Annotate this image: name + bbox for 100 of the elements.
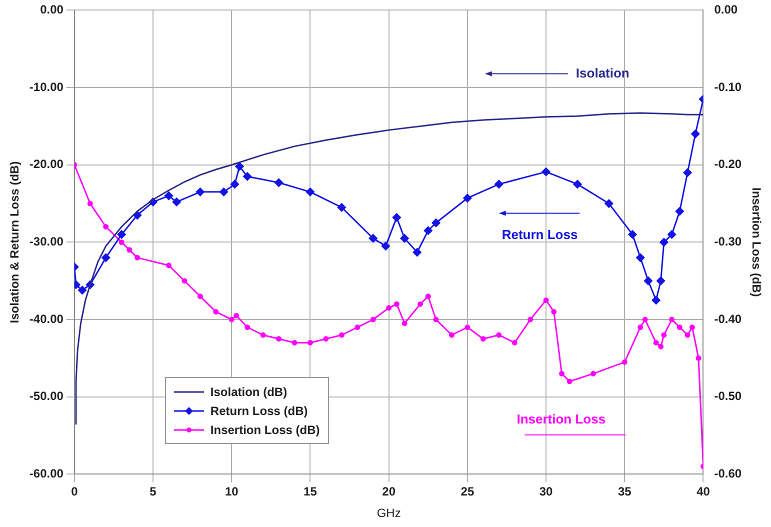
- y-tick-label: -40.00: [29, 312, 64, 326]
- point: [604, 199, 614, 208]
- point: [660, 238, 668, 246]
- y-tick-label: -30.00: [29, 234, 64, 249]
- x-axis-title: GHz: [376, 506, 401, 520]
- point: [197, 294, 203, 300]
- point: [675, 207, 684, 216]
- x-tick-label: 0: [71, 484, 78, 499]
- point: [683, 168, 692, 177]
- point: [463, 194, 472, 202]
- point: [276, 336, 282, 342]
- x-tick-label: 5: [150, 484, 157, 499]
- point: [566, 378, 572, 384]
- point: [669, 316, 675, 322]
- point: [274, 178, 284, 187]
- point: [642, 316, 648, 322]
- point: [220, 188, 228, 196]
- point: [543, 297, 549, 303]
- point: [392, 213, 401, 222]
- y-tick-label: -50.00: [29, 389, 64, 404]
- y2-axis-title: Insertion Loss (dB): [749, 188, 764, 297]
- y2-tick-label: -0.10: [714, 80, 742, 94]
- legend-label: Insertion Loss (dB): [210, 422, 320, 437]
- point: [228, 316, 234, 322]
- y-tick-label: -60.00: [29, 466, 64, 481]
- point: [182, 278, 188, 284]
- point: [658, 344, 664, 350]
- point: [126, 247, 132, 253]
- point: [235, 162, 244, 171]
- point: [230, 180, 240, 188]
- point: [424, 226, 432, 235]
- point: [368, 234, 378, 243]
- point: [689, 324, 695, 330]
- point: [448, 332, 454, 338]
- point: [628, 230, 637, 239]
- point: [394, 301, 400, 307]
- annotation: Return Loss: [502, 226, 578, 242]
- point: [542, 168, 550, 176]
- point: [636, 253, 645, 262]
- annotation: Isolation: [576, 65, 630, 80]
- point: [653, 340, 659, 346]
- point: [102, 253, 110, 262]
- y2-tick-label: -0.20: [714, 157, 742, 172]
- x-tick-label: 10: [224, 484, 239, 499]
- point: [78, 286, 87, 294]
- y-axis-title: Isolation & Return Loss (dB): [8, 161, 22, 324]
- point: [464, 324, 470, 330]
- y2-tick-label: -0.50: [714, 389, 742, 404]
- point: [432, 218, 440, 228]
- y-tick-label: -10.00: [29, 80, 64, 94]
- annotation: Insertion Loss: [516, 411, 606, 426]
- x-tick-label: 40: [696, 484, 710, 499]
- y2-tick-label: -0.40: [714, 312, 742, 326]
- point: [213, 309, 219, 315]
- point: [661, 332, 667, 338]
- point: [166, 262, 172, 268]
- point: [354, 324, 360, 330]
- point: [418, 301, 424, 307]
- point: [306, 188, 314, 196]
- x-tick-label: 20: [382, 484, 396, 499]
- point: [480, 336, 486, 342]
- point: [386, 305, 392, 311]
- point: [433, 316, 439, 322]
- y-tick-label: -20.00: [29, 157, 64, 172]
- point: [260, 332, 266, 338]
- point: [103, 224, 109, 230]
- point: [656, 276, 666, 286]
- x-tick-label: 30: [539, 484, 554, 499]
- legend-label: Return Loss (dB): [210, 404, 308, 418]
- legend-label: Isolation (dB): [210, 384, 288, 399]
- x-tick-label: 25: [460, 484, 474, 499]
- point: [691, 130, 700, 138]
- point: [494, 180, 504, 188]
- point: [559, 370, 565, 376]
- x-tick-label: 15: [304, 484, 318, 499]
- point: [338, 332, 344, 338]
- point: [496, 332, 502, 338]
- point: [164, 192, 173, 200]
- point: [323, 336, 329, 342]
- point: [551, 309, 557, 315]
- y2-tick-label: 0.00: [714, 2, 738, 17]
- point: [196, 188, 204, 196]
- point: [292, 340, 298, 346]
- point: [243, 172, 252, 181]
- point: [118, 239, 124, 245]
- point: [622, 359, 628, 365]
- point: [134, 254, 140, 260]
- point: [87, 200, 93, 206]
- point: [381, 242, 390, 250]
- y-tick-label: 0.00: [40, 2, 64, 17]
- point: [337, 203, 346, 212]
- point: [307, 340, 313, 346]
- point: [234, 312, 240, 318]
- point: [412, 248, 422, 257]
- point: [638, 324, 644, 330]
- point: [400, 234, 409, 243]
- point: [528, 316, 534, 322]
- point: [652, 296, 660, 304]
- point: [668, 230, 676, 239]
- point: [172, 198, 181, 206]
